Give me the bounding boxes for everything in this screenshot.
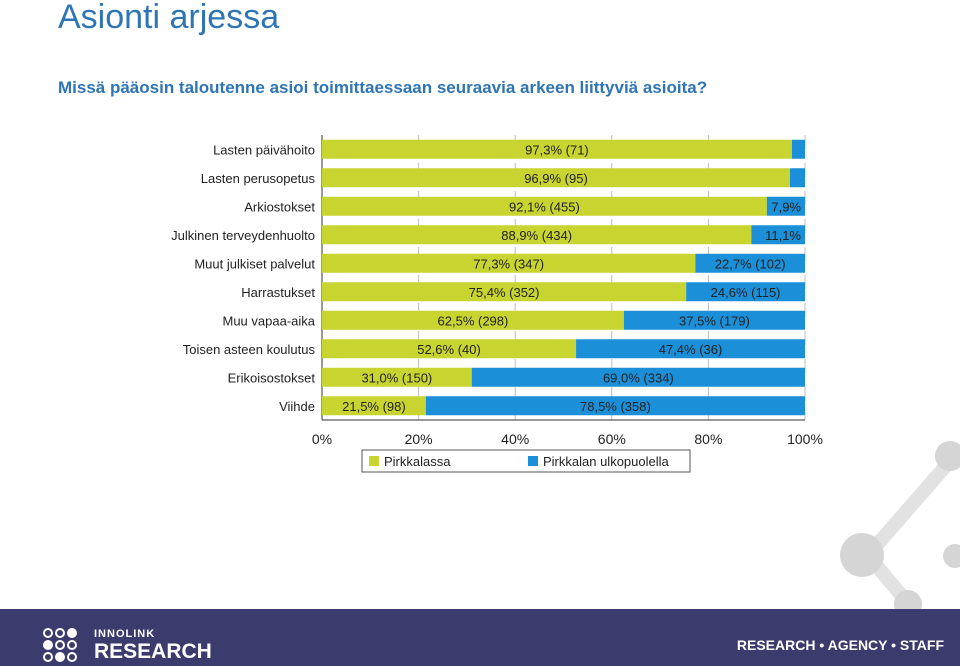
decorative-network-graphic [840, 441, 960, 609]
footer-tagline: RESEARCH • AGENCY • STAFF [736, 637, 944, 653]
x-tick-label: 100% [787, 431, 823, 447]
innolink-logo-icon [43, 628, 77, 662]
slide-subtitle: Missä pääosin taloutenne asioi toimittae… [58, 78, 708, 97]
category-label: Julkinen terveydenhuolto [171, 228, 315, 243]
bar-series-1 [322, 310, 624, 330]
data-label-series-1: 62,5% (298) [438, 313, 509, 328]
bar-series-1 [322, 396, 426, 416]
category-label: Lasten päivähoito [213, 142, 315, 157]
data-label-series-1: 21,5% (98) [342, 399, 406, 414]
bar-series-2 [471, 367, 805, 387]
legend-swatch-series-2 [528, 456, 538, 466]
bar-series-1 [322, 225, 752, 245]
bar-series-1 [322, 282, 687, 302]
data-label-series-2: 24,6% (115) [711, 285, 781, 300]
data-label-series-1: 52,6% (40) [417, 342, 481, 357]
data-label-series-2: 69,0% (334) [603, 370, 674, 385]
x-tick-label: 60% [598, 431, 626, 447]
category-label: Harrastukset [241, 285, 315, 300]
x-tick-label: 0% [312, 431, 332, 447]
category-label: Viihde [279, 399, 315, 414]
data-label-series-2: 78,5% (358) [580, 399, 651, 414]
data-label-series-2: 47,4% (36) [659, 342, 723, 357]
legend-swatch-series-1 [369, 456, 379, 466]
bar-series-1 [322, 139, 792, 159]
bar-series-2 [751, 225, 805, 245]
bar-series-2 [790, 168, 805, 188]
data-label-series-1: 96,9% (95) [524, 171, 588, 186]
data-label-series-2: 7,9% [771, 199, 801, 214]
bar-series-1 [322, 253, 696, 273]
footer-bar [0, 609, 960, 666]
bar-series-2 [791, 139, 805, 159]
legend-label-series-1: Pirkkalassa [384, 454, 451, 469]
data-label-series-2: 11,1% [765, 228, 801, 243]
bar-series-2 [695, 253, 805, 273]
x-tick-label: 20% [405, 431, 433, 447]
data-label-series-1: 77,3% (347) [473, 256, 544, 271]
bar-series-1 [322, 196, 767, 216]
bar-series-2 [576, 339, 805, 359]
brand-name-top: INNOLINK [94, 628, 156, 640]
data-label-series-1: 75,4% (352) [469, 285, 540, 300]
bar-series-1 [322, 367, 472, 387]
category-label: Arkiostokset [244, 199, 315, 214]
bar-series-2 [623, 310, 805, 330]
legend-label-series-2: Pirkkalan ulkopuolella [543, 454, 670, 469]
category-label: Muut julkiset palvelut [194, 256, 315, 271]
slide-title: Asionti arjessa [58, 0, 280, 36]
bar-series-1 [322, 168, 791, 188]
category-label: Muu vapaa-aika [223, 313, 316, 328]
data-label-series-1: 97,3% (71) [525, 142, 589, 157]
data-label-series-1: 31,0% (150) [361, 370, 432, 385]
legend-box [361, 449, 691, 473]
bar-series-1 [322, 339, 577, 359]
data-label-series-1: 88,9% (434) [501, 228, 572, 243]
x-tick-label: 80% [694, 431, 722, 447]
category-label: Erikoisostokset [228, 370, 316, 385]
stacked-bar-chart: Lasten päivähoito 97,3% (71) Lasten peruso… [171, 135, 823, 473]
category-label: Lasten perusopetus [201, 171, 316, 186]
x-tick-label: 40% [501, 431, 529, 447]
data-label-series-2: 37,5% (179) [679, 313, 750, 328]
data-label-series-1: 92,1% (455) [509, 199, 580, 214]
data-label-series-2: 22,7% (102) [715, 256, 786, 271]
brand-name-bottom: RESEARCH [94, 640, 212, 663]
category-label: Toisen asteen koulutus [183, 342, 316, 357]
bar-series-2 [686, 282, 805, 302]
bar-series-2 [766, 196, 805, 216]
bar-series-2 [425, 396, 805, 416]
